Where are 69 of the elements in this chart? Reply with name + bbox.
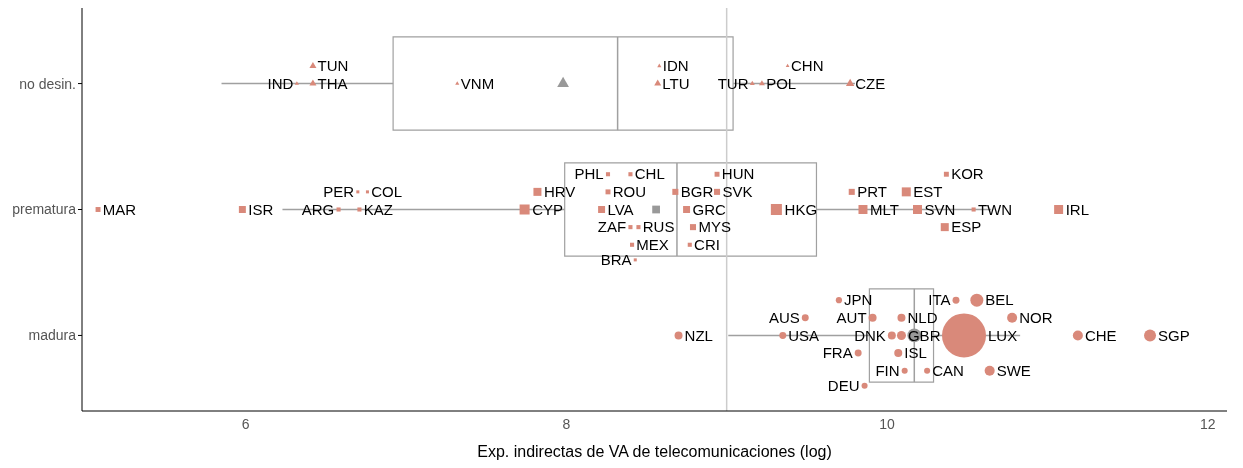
data-label: CZE (855, 74, 886, 92)
data-label: ZAF (597, 218, 627, 236)
data-label: LTU (662, 74, 690, 92)
data-label: CHE (1084, 326, 1117, 344)
data-label: MAR (102, 200, 137, 218)
data-label: NZL (684, 326, 713, 344)
data-label: TUR (717, 74, 749, 92)
data-label: ISR (248, 200, 274, 218)
data-label: HKG (784, 200, 818, 218)
x-tick-label: 12 (1199, 415, 1216, 432)
data-label: HRV (543, 183, 576, 201)
data-label: CHN (790, 57, 824, 75)
y-tick-label: prematura (12, 201, 77, 218)
data-label: MYS (698, 218, 731, 236)
data-label: TUN (317, 57, 349, 75)
data-label: CYP (532, 200, 564, 218)
x-axis-title: Exp. indirectas de VA de telecomunicaciones (log) (477, 443, 832, 460)
data-label: FRA (822, 344, 853, 362)
x-tick-label: 8 (562, 415, 571, 432)
data-label: IDN (662, 57, 689, 75)
data-label: ROU (612, 183, 647, 201)
x-tick-label: 6 (241, 415, 250, 432)
data-label: RUS (642, 218, 675, 236)
data-label: PRT (857, 183, 887, 201)
data-label: JPN (844, 291, 873, 309)
data-label: GBR (907, 326, 941, 344)
data-label: KOR (951, 165, 984, 183)
data-label: ISL (904, 344, 927, 362)
data-label: CAN (932, 361, 964, 379)
data-label: EST (913, 183, 943, 201)
data-label: LVA (607, 200, 634, 218)
data-label: LUX (988, 326, 1018, 344)
data-label: NOR (1019, 309, 1053, 327)
x-tick-label: 10 (879, 415, 896, 432)
y-tick-label: madura (28, 327, 77, 344)
data-label: CHL (634, 165, 665, 183)
y-tick-label: no desin. (19, 75, 76, 92)
data-label: AUT (836, 309, 867, 327)
data-label: TWN (977, 200, 1013, 218)
data-label: AUS (768, 309, 800, 327)
data-label: PHL (574, 165, 604, 183)
data-label: SGP (1158, 326, 1190, 344)
data-label: DNK (854, 326, 886, 344)
data-label: USA (788, 326, 820, 344)
data-label: POL (766, 74, 797, 92)
data-label: SWE (996, 361, 1031, 379)
data-label: GRC (692, 200, 727, 218)
data-label: BEL (985, 291, 1014, 309)
data-label: HUN (721, 165, 755, 183)
data-label: ITA (928, 291, 951, 309)
data-label: SVN (924, 200, 956, 218)
data-label: ESP (951, 218, 982, 236)
data-label: IND (267, 74, 294, 92)
data-label: DEU (827, 377, 860, 395)
data-label: IRL (1065, 200, 1090, 218)
data-label: MEX (636, 236, 669, 254)
data-label: KAZ (363, 200, 393, 218)
data-label: FIN (875, 361, 900, 379)
data-label: SVK (722, 183, 753, 201)
data-label: CRI (694, 236, 720, 254)
data-label: BGR (680, 183, 714, 201)
data-label: BRA (600, 251, 632, 269)
data-label: VNM (460, 74, 495, 92)
data-label: NLD (907, 309, 938, 327)
data-label: COL (371, 183, 402, 201)
data-label: MLT (870, 200, 899, 218)
data-label: THA (317, 74, 348, 92)
data-label: PER (323, 183, 355, 201)
data-label: ARG (301, 200, 335, 218)
